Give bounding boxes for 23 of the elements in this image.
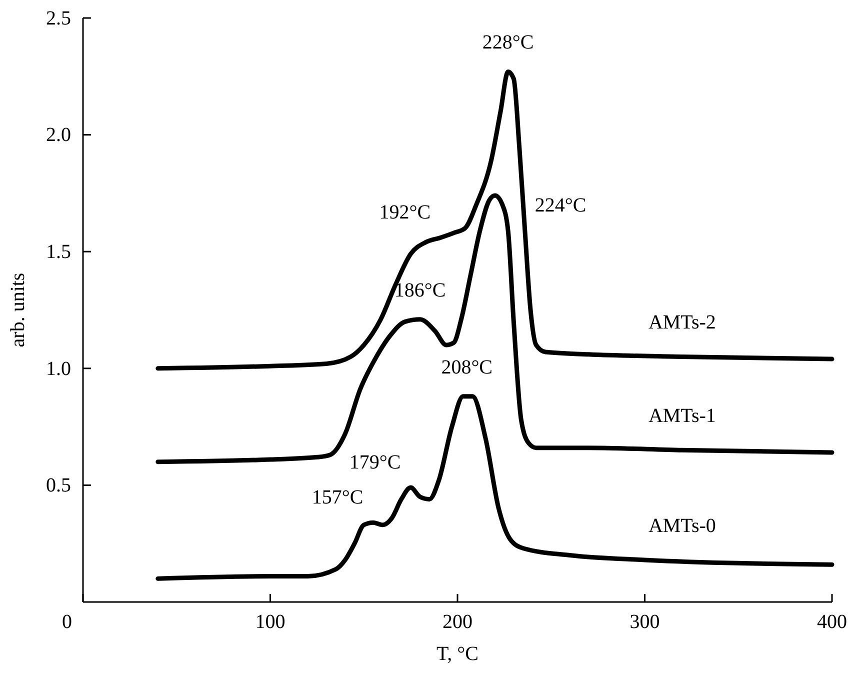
annotation: 192°C xyxy=(379,202,431,224)
series-label: AMTs-1 xyxy=(648,405,716,428)
series-label: AMTs-2 xyxy=(648,312,716,334)
y-tick-label: 2.0 xyxy=(46,124,71,146)
series-label: AMTs-0 xyxy=(648,514,716,537)
y-tick-label: 1.5 xyxy=(46,241,71,263)
x-tick-label: 100 xyxy=(255,611,286,634)
y-tick-label: 0.5 xyxy=(46,474,71,497)
x-tick-label: 300 xyxy=(630,611,660,634)
x-tick-label: 0 xyxy=(62,611,72,634)
annotation: 224°C xyxy=(534,194,586,217)
annotation: 179°C xyxy=(349,452,401,474)
y-tick-label: 2.5 xyxy=(46,7,71,30)
annotation: 208°C xyxy=(441,356,493,378)
annotation: 228°C xyxy=(482,32,534,54)
line-series xyxy=(156,394,834,581)
x-axis-title: T, °C xyxy=(436,643,479,665)
x-tick-label: 200 xyxy=(442,611,472,634)
annotation: 157°C xyxy=(312,486,364,509)
annotation: 186°C xyxy=(394,279,446,302)
y-tick-label: 1.0 xyxy=(46,358,71,380)
x-tick-label: 400 xyxy=(817,611,847,634)
y-axis-title: arb. units xyxy=(7,272,29,348)
